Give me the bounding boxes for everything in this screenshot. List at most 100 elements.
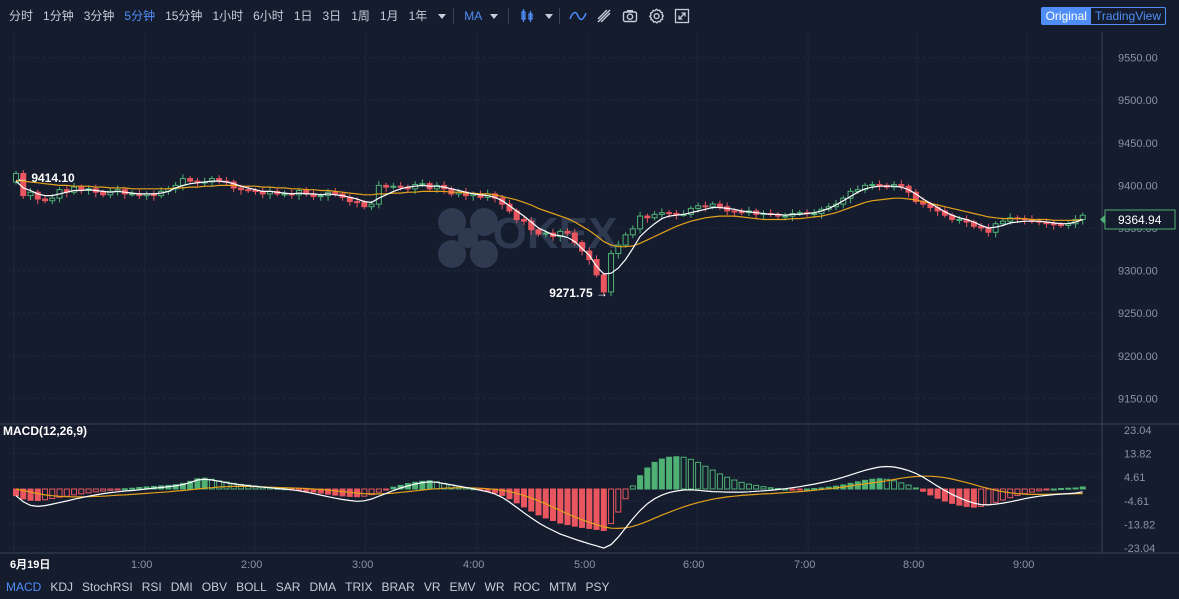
last-price-marker: 9364.94 (1100, 209, 1176, 230)
macd-histogram-bar (56, 488, 63, 498)
time-tick-label: 3:00 (352, 559, 373, 571)
candle-down (898, 184, 905, 187)
indicator-tab[interactable]: VR (423, 580, 441, 594)
line-chart-icon[interactable] (565, 5, 591, 27)
camera-icon[interactable] (617, 5, 643, 27)
view-original-button[interactable]: Original (1041, 8, 1091, 24)
indicator-tab[interactable]: DMI (170, 580, 193, 594)
chart-type-dropdown-icon[interactable] (540, 5, 554, 27)
macd-histogram-bar (368, 488, 375, 496)
candle-up (869, 184, 876, 187)
interval-option[interactable]: 3日 (322, 9, 342, 23)
interval-option[interactable]: 1日 (293, 9, 313, 23)
candle-down (1050, 223, 1057, 226)
indicator-tab[interactable]: RSI (141, 580, 162, 594)
macd-histogram-bar (172, 484, 179, 490)
candle-down (571, 232, 578, 243)
indicator-select[interactable]: MA (459, 5, 503, 27)
macd-histogram-bar (673, 456, 680, 490)
candle-up (651, 213, 658, 219)
fullscreen-icon[interactable] (669, 5, 695, 27)
candle-down (912, 191, 919, 203)
interval-option[interactable]: 1分钟 (43, 9, 74, 23)
high-price-label: ← 9414.10 (16, 171, 75, 185)
view-tradingview-button[interactable]: TradingView (1094, 9, 1161, 23)
toolbar-divider (559, 8, 561, 24)
interval-option-active[interactable]: 5分钟 (124, 9, 156, 23)
macd-histogram-bar (332, 488, 339, 496)
macd-histogram-bar (789, 488, 796, 491)
macd-histogram-bar (760, 486, 767, 490)
candle-down (731, 210, 738, 213)
candle-up (13, 172, 19, 183)
settings-icon[interactable] (643, 5, 669, 27)
interval-option[interactable]: 1月 (379, 9, 399, 23)
macd-histogram-bar (520, 488, 527, 508)
macd-histogram-bar (912, 487, 919, 490)
macd-histogram-bar (629, 485, 636, 490)
interval-option[interactable]: 3分钟 (83, 9, 115, 23)
interval-option[interactable]: 1小时 (212, 9, 244, 23)
macd-histogram-bar (49, 488, 56, 499)
candle-style-icon[interactable] (514, 5, 540, 27)
indicator-tab[interactable]: StochRSI (82, 580, 133, 594)
indicator-tab[interactable]: PSY (585, 580, 610, 594)
candle-down (673, 213, 680, 216)
indicator-label: MA (464, 9, 483, 23)
macd-histogram-bar (803, 488, 810, 491)
macd-histogram-bar (600, 488, 607, 531)
candle-up (862, 184, 869, 191)
interval-option[interactable]: 1周 (351, 9, 370, 23)
interval-option[interactable]: 15分钟 (165, 9, 203, 23)
macd-histogram-bar (680, 456, 687, 490)
indicator-tab[interactable]: BOLL (236, 580, 267, 594)
interval-dropdown-icon[interactable] (432, 5, 448, 27)
candle-down (927, 203, 934, 209)
indicator-tab[interactable]: ROC (513, 580, 541, 594)
macd-histogram-bar (905, 484, 912, 490)
indicator-tab[interactable]: MTM (549, 580, 577, 594)
interval-group: 分时 1分钟 3分钟 5分钟 15分钟 1小时 6小时 1日 3日 1周 1月 … (0, 5, 432, 27)
candle-up (992, 223, 999, 233)
macd-tick-label: -4.61 (1124, 496, 1149, 508)
macd-title: MACD(12,26,9) (3, 424, 87, 438)
candle-down (985, 227, 992, 233)
indicator-tab[interactable]: WR (484, 580, 505, 594)
candle-up (999, 220, 1006, 225)
indicator-tab[interactable]: EMV (449, 580, 476, 594)
indicator-tab[interactable]: SAR (275, 580, 301, 594)
candle-up (637, 215, 644, 230)
macd-histogram-bar (63, 488, 70, 497)
macd-histogram-bar (557, 488, 564, 524)
candle-up (1079, 214, 1086, 220)
candle-down (237, 187, 244, 191)
macd-panel (13, 456, 1086, 549)
indicator-tab[interactable]: DMA (309, 580, 337, 594)
indicator-tab-active[interactable]: MACD (6, 580, 42, 594)
interval-option[interactable]: 6小时 (253, 9, 284, 23)
macd-histogram-bar (1021, 488, 1028, 495)
macd-histogram-bar (695, 461, 702, 490)
indicator-tab[interactable]: TRIX (345, 580, 373, 594)
indicator-tab[interactable]: KDJ (50, 580, 74, 594)
candle-down (397, 185, 404, 188)
macd-histogram-bar (107, 488, 114, 491)
macd-histogram-bar (658, 458, 665, 490)
indicator-tab[interactable]: OBV (201, 580, 228, 594)
drawing-tool-icon[interactable] (591, 5, 617, 27)
chart-canvas[interactable]: OKEX 9550.009500.009450.009400.009350.00… (0, 0, 1179, 575)
macd-histogram-bar (1072, 487, 1079, 490)
interval-option[interactable]: 分时 (9, 9, 34, 23)
time-tick-label: 9:00 (1013, 559, 1034, 571)
ma-lines (15, 179, 1083, 275)
candle-up (281, 193, 288, 196)
macd-histogram-bar (651, 461, 658, 490)
macd-histogram-bar (13, 488, 19, 497)
interval-option[interactable]: 1年 (408, 9, 428, 23)
indicator-tab[interactable]: BRAR (381, 580, 415, 594)
macd-histogram-bar (622, 488, 629, 500)
candle-up (811, 213, 818, 216)
macd-histogram-bar (390, 486, 397, 490)
price-tick-label: 9300.00 (1118, 266, 1158, 278)
view-toggle: Original TradingView (1040, 7, 1166, 25)
